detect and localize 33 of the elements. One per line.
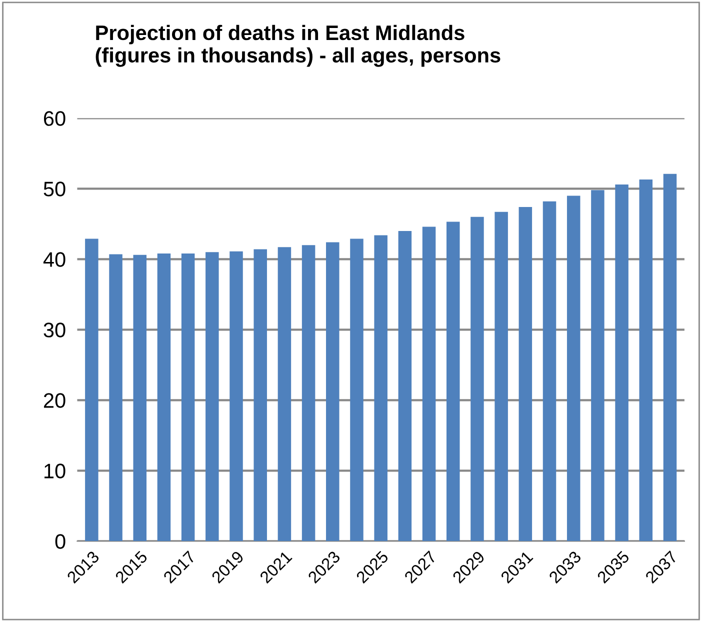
y-tick-label: 30: [44, 322, 66, 338]
bar: [374, 235, 388, 542]
bar: [542, 201, 556, 542]
bar: [470, 216, 484, 542]
y-tick-label: 10: [44, 464, 66, 478]
y-tick-label: 0: [55, 534, 66, 549]
y-tick-label: 60: [44, 111, 66, 126]
bar: [615, 184, 628, 542]
bar: [591, 190, 604, 542]
bar: [350, 238, 364, 542]
chart-title: Projection of deaths in East Midlands (figures in thousands) - all ages, persons: [96, 24, 500, 67]
bar: [133, 254, 146, 542]
bar: [230, 251, 243, 542]
bar: [639, 180, 653, 542]
bar: [326, 242, 340, 542]
bar: [181, 254, 195, 542]
bar: [278, 247, 292, 542]
bar: [109, 254, 122, 542]
bar: [85, 238, 98, 542]
bar: [206, 252, 219, 542]
bar: [254, 249, 267, 542]
y-tick-label: 40: [43, 252, 66, 267]
y-tick-label: 20: [44, 393, 66, 408]
bar: [398, 230, 412, 542]
bar: [663, 174, 677, 542]
bar: [518, 207, 532, 542]
bar: [446, 222, 460, 542]
bar: [302, 245, 316, 542]
bar: [566, 196, 580, 542]
bar: [494, 212, 508, 542]
y-tick-label: 50: [44, 182, 66, 196]
bar: [422, 226, 436, 542]
bar: [157, 254, 171, 542]
